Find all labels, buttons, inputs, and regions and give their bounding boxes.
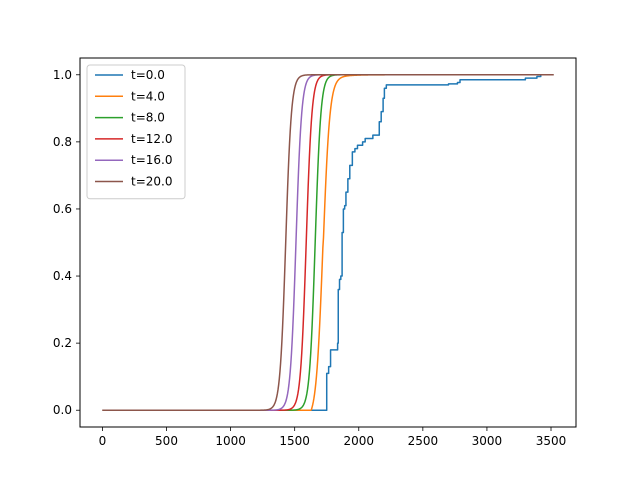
- legend-label: t=4.0: [131, 89, 165, 103]
- legend-label: t=0.0: [131, 68, 165, 82]
- x-tick-label: 3000: [472, 434, 503, 448]
- y-tick-label: 0.6: [53, 202, 72, 216]
- x-tick-label: 3500: [536, 434, 567, 448]
- x-tick-label: 1000: [215, 434, 246, 448]
- series-line-5: [102, 74, 554, 411]
- y-axis: 0.0 0.2 0.4 0.6 0.8 1.0: [53, 68, 80, 417]
- y-tick-label: 1.0: [53, 68, 72, 82]
- legend-label: t=16.0: [131, 153, 172, 167]
- y-tick-label: 0.2: [53, 336, 72, 350]
- y-tick-label: 0.0: [53, 403, 72, 417]
- legend-label: t=20.0: [131, 175, 172, 189]
- x-tick-label: 0: [99, 434, 107, 448]
- axes-frame: [79, 57, 577, 428]
- y-tick-label: 0.4: [53, 269, 72, 283]
- legend-box: [86, 64, 186, 200]
- x-tick-label: 2000: [343, 434, 374, 448]
- y-tick-label: 0.8: [53, 135, 72, 149]
- x-axis: 0 500 1000 1500 2000 2500 3000 3500: [99, 427, 567, 448]
- x-tick-label: 500: [155, 434, 178, 448]
- x-tick-label: 1500: [279, 434, 310, 448]
- legend-label: t=8.0: [131, 111, 165, 125]
- series-line-0: [102, 74, 554, 411]
- legend: t=0.0 t=4.0 t=8.0 t=12.0 t=16.0 t=20.0: [86, 64, 186, 200]
- legend-label: t=12.0: [131, 132, 172, 146]
- plot-lines: [102, 74, 554, 411]
- x-tick-label: 2500: [408, 434, 439, 448]
